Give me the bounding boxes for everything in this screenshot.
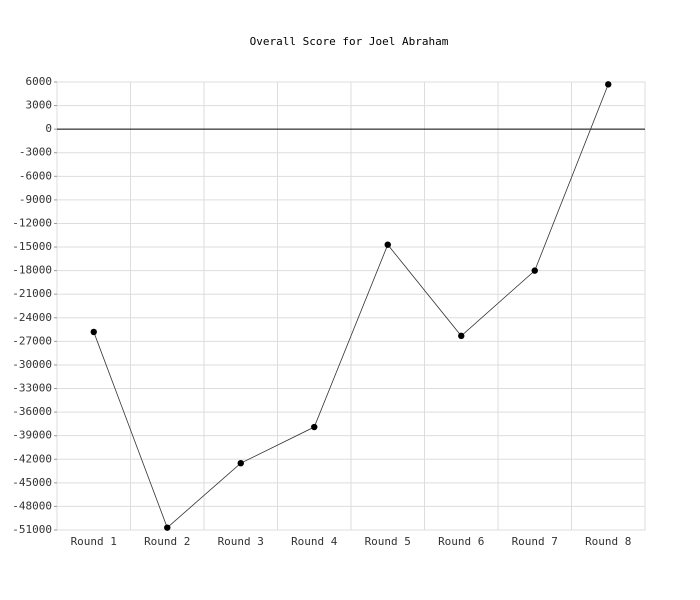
y-tick-label: -15000 <box>12 240 52 253</box>
series-line <box>93 84 609 529</box>
y-tick-label: -36000 <box>12 405 52 418</box>
y-tick-label: -12000 <box>12 216 52 229</box>
x-tick-label: Round 5 <box>365 535 411 548</box>
y-tick-label: -39000 <box>12 429 52 442</box>
x-tick-label: Round 6 <box>438 535 484 548</box>
x-tick-label: Round 8 <box>585 535 631 548</box>
y-tick-label: -51000 <box>12 523 52 536</box>
data-point <box>90 328 97 336</box>
x-tick-label: Round 7 <box>512 535 558 548</box>
y-tick-label: -3000 <box>19 146 52 159</box>
x-tick-label: Round 2 <box>144 535 190 548</box>
y-tick-label: -42000 <box>12 452 52 465</box>
data-point <box>384 241 391 248</box>
y-tick-label: -45000 <box>12 476 52 489</box>
x-tick-label: Round 4 <box>291 535 338 548</box>
y-tick-label: 0 <box>45 122 52 135</box>
data-point <box>605 81 612 88</box>
data-point <box>237 459 244 467</box>
y-tick-label: -33000 <box>12 382 52 395</box>
data-point <box>458 332 465 340</box>
y-tick-label: 3000 <box>26 99 53 112</box>
y-tick-label: -6000 <box>19 169 52 182</box>
chart-title: Overall Score for Joel Abraham <box>250 35 449 48</box>
y-tick-label: -48000 <box>12 499 52 512</box>
data-point <box>531 267 538 274</box>
y-tick-label: 6000 <box>26 75 53 88</box>
y-tick-label: -24000 <box>12 311 52 324</box>
y-tick-label: -9000 <box>19 193 52 206</box>
data-point <box>164 524 171 531</box>
x-tick-label: Round 3 <box>218 535 264 548</box>
y-tick-label: -18000 <box>12 264 52 277</box>
y-tick-label: -30000 <box>12 358 52 371</box>
x-tick-label: Round 1 <box>71 535 117 548</box>
y-tick-label: -21000 <box>12 287 52 300</box>
data-point <box>311 423 318 431</box>
y-tick-label: -27000 <box>12 334 52 347</box>
